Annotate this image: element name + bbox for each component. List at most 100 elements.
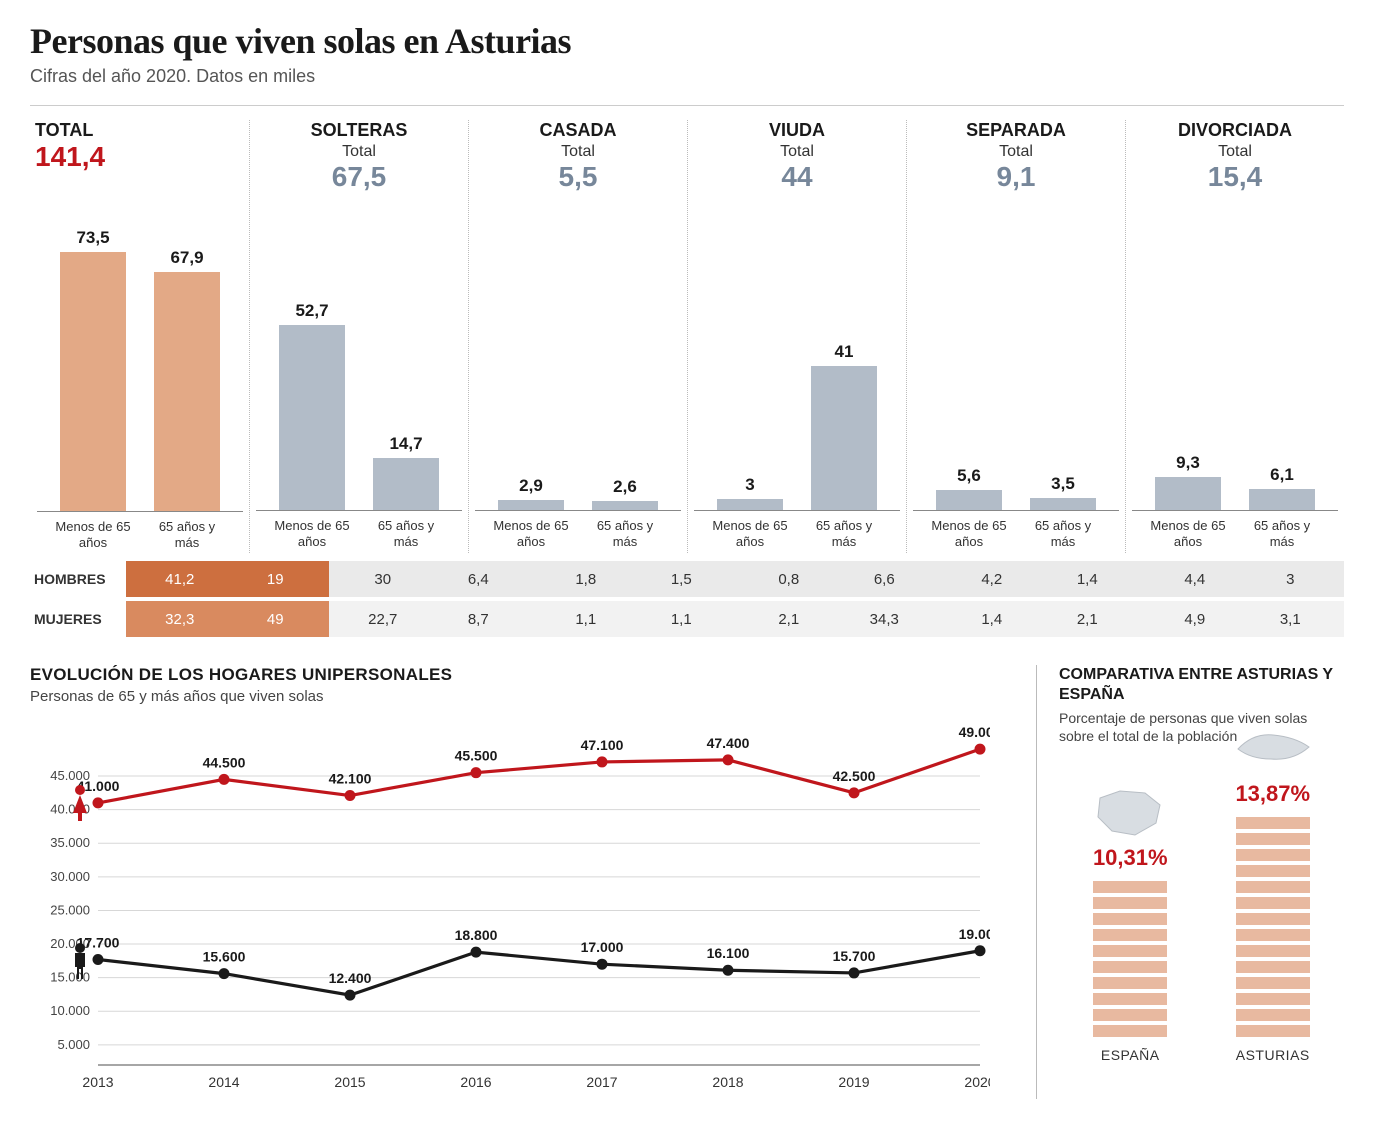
evolution-subtitle: Personas de 65 y más años que viven sola… [30, 688, 1008, 705]
bar-value-label: 2,9 [519, 476, 543, 496]
age-labels: Menos de 65 años65 años y más [37, 512, 243, 553]
age-label: Menos de 65 años [1148, 518, 1228, 552]
svg-text:2020: 2020 [964, 1074, 990, 1090]
data-cell: 1,1 [538, 601, 634, 637]
category-header: SOLTERASTotal67,5 [256, 120, 462, 193]
bars-area: 2,9 2,6 [475, 201, 681, 511]
category-name: SOLTERAS [256, 120, 462, 141]
brick [1093, 1025, 1167, 1037]
map-icon [1090, 783, 1170, 839]
brick [1093, 881, 1167, 893]
evolution-line-chart: 5.00010.00015.00020.00025.00030.00035.00… [30, 719, 1008, 1099]
brick [1236, 881, 1310, 893]
bars-area: 9,36,1 [1132, 201, 1338, 511]
data-cell: 6,6 [837, 561, 933, 597]
bar-rect [1249, 489, 1315, 510]
series-point-women [849, 787, 860, 798]
brick [1093, 1009, 1167, 1021]
point-label-women: 47.400 [707, 735, 750, 751]
bar-value-label: 3 [745, 475, 754, 495]
bar: 14,7 [366, 434, 446, 510]
data-cell: 1,5 [634, 561, 730, 597]
category-header: SEPARADATotal9,1 [913, 120, 1119, 193]
gender-breakdown-table: HOMBRES41,219306,41,81,50,86,64,21,44,43… [30, 561, 1344, 637]
bar: 2,9 [491, 476, 571, 510]
data-cell: 30 [335, 561, 431, 597]
point-label-women: 45.500 [455, 748, 498, 764]
svg-text:35.000: 35.000 [50, 835, 90, 850]
bar: 5,6 [929, 466, 1009, 510]
data-cell: 2,1 [741, 601, 837, 637]
svg-text:2019: 2019 [838, 1074, 869, 1090]
bar-rect [811, 366, 877, 510]
bar-rect [154, 272, 220, 511]
evolution-title: EVOLUCIÓN DE LOS HOGARES UNIPERSONALES [30, 665, 1008, 685]
brick [1236, 849, 1310, 861]
bar-value-label: 6,1 [1270, 465, 1294, 485]
category-header: DIVORCIADATotal15,4 [1132, 120, 1338, 193]
bar-rect [592, 501, 658, 510]
grand-total-value: 141,4 [35, 141, 105, 173]
series-point-women [597, 756, 608, 767]
bar-value-label: 5,6 [957, 466, 981, 486]
age-label: Menos de 65 años [929, 518, 1009, 552]
series-point-men [723, 965, 734, 976]
bar-value-label: 67,9 [170, 248, 203, 268]
cell-group: 1,42,1 [938, 601, 1141, 637]
age-label: Menos de 65 años [53, 519, 133, 553]
age-label: Menos de 65 años [491, 518, 571, 552]
bars-area: 73,5 67,9 [37, 202, 243, 512]
line-chart-svg: 5.00010.00015.00020.00025.00030.00035.00… [30, 719, 990, 1099]
bar-value-label: 73,5 [76, 228, 109, 248]
category-total-label: Total [694, 143, 900, 161]
svg-text:25.000: 25.000 [50, 902, 90, 917]
brick [1093, 993, 1167, 1005]
brick [1236, 897, 1310, 909]
data-cell: 4,2 [944, 561, 1040, 597]
point-label-women: 47.100 [581, 737, 624, 753]
data-cell: 1,1 [634, 601, 730, 637]
evolution-panel: EVOLUCIÓN DE LOS HOGARES UNIPERSONALES P… [30, 665, 1008, 1099]
brick [1093, 977, 1167, 989]
age-labels: Menos de 65 años65 años y más [694, 511, 900, 552]
point-label-men: 15.700 [833, 948, 876, 964]
point-label-men: 19.000 [959, 926, 990, 942]
data-cell: 8,7 [431, 601, 527, 637]
brick [1093, 945, 1167, 957]
cell-group: 32,349 [126, 601, 329, 637]
comparison-brick-bars: 10,31%ESPAÑA13,87%ASTURIAS [1059, 763, 1344, 1063]
bar-rect [279, 325, 345, 511]
category-total-value: 44 [694, 161, 900, 193]
brick [1236, 865, 1310, 877]
data-cell: 6,4 [431, 561, 527, 597]
data-cell: 34,3 [837, 601, 933, 637]
category-name: SEPARADA [913, 120, 1119, 141]
bar-rect [936, 490, 1002, 510]
series-point-men [345, 990, 356, 1001]
bar: 41 [804, 342, 884, 510]
point-label-women: 42.100 [329, 771, 372, 787]
category-col-casada: CASADATotal5,52,92,6Menos de 65 años65 a… [469, 120, 688, 553]
bar-value-label: 2,6 [613, 477, 637, 497]
data-cell: 49 [228, 601, 324, 637]
series-point-women [219, 774, 230, 785]
cell-group: 4,21,4 [938, 561, 1141, 597]
comparison-name: ESPAÑA [1101, 1047, 1160, 1063]
map-icon [1233, 719, 1313, 775]
divider [30, 105, 1344, 106]
series-point-men [219, 968, 230, 979]
series-point-women [975, 744, 986, 755]
series-point-men [471, 947, 482, 958]
category-header: VIUDATotal44 [694, 120, 900, 193]
row-mujeres: MUJERES32,34922,78,71,11,12,134,31,42,14… [30, 601, 1344, 637]
series-point-men [597, 959, 608, 970]
bars-area: 52,714,7 [256, 201, 462, 511]
grand-total-label: TOTAL [35, 120, 105, 141]
data-cell: 1,4 [944, 601, 1040, 637]
bar-rect [717, 499, 783, 510]
cell-group: 4,93,1 [1141, 601, 1344, 637]
age-labels: Menos de 65 años65 años y más [913, 511, 1119, 552]
category-total-label: Total [913, 143, 1119, 161]
category-col-separada: SEPARADATotal9,15,63,5Menos de 65 años65… [907, 120, 1126, 553]
svg-text:10.000: 10.000 [50, 1003, 90, 1018]
